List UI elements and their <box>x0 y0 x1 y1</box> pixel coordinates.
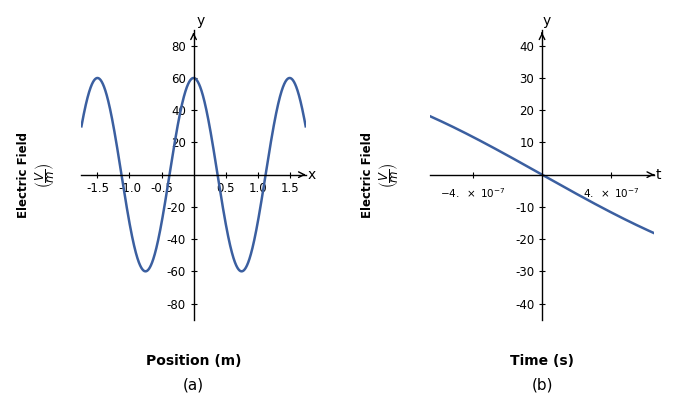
Text: y: y <box>543 14 551 28</box>
Text: $4.\ \times\ 10^{-7}$: $4.\ \times\ 10^{-7}$ <box>583 186 639 200</box>
Text: (a): (a) <box>183 378 204 393</box>
Text: x: x <box>308 168 316 182</box>
Text: y: y <box>196 14 205 28</box>
Text: t: t <box>655 168 661 182</box>
Text: Electric Field
$\left(\dfrac{V}{m}\right)$: Electric Field $\left(\dfrac{V}{m}\right… <box>17 132 57 218</box>
X-axis label: Position (m): Position (m) <box>146 354 241 368</box>
Text: $-4.\ \times\ 10^{-7}$: $-4.\ \times\ 10^{-7}$ <box>440 186 506 200</box>
X-axis label: Time (s): Time (s) <box>510 354 574 368</box>
Text: (b): (b) <box>531 378 553 393</box>
Text: Electric Field
$\left(\dfrac{V}{m}\right)$: Electric Field $\left(\dfrac{V}{m}\right… <box>360 132 400 218</box>
